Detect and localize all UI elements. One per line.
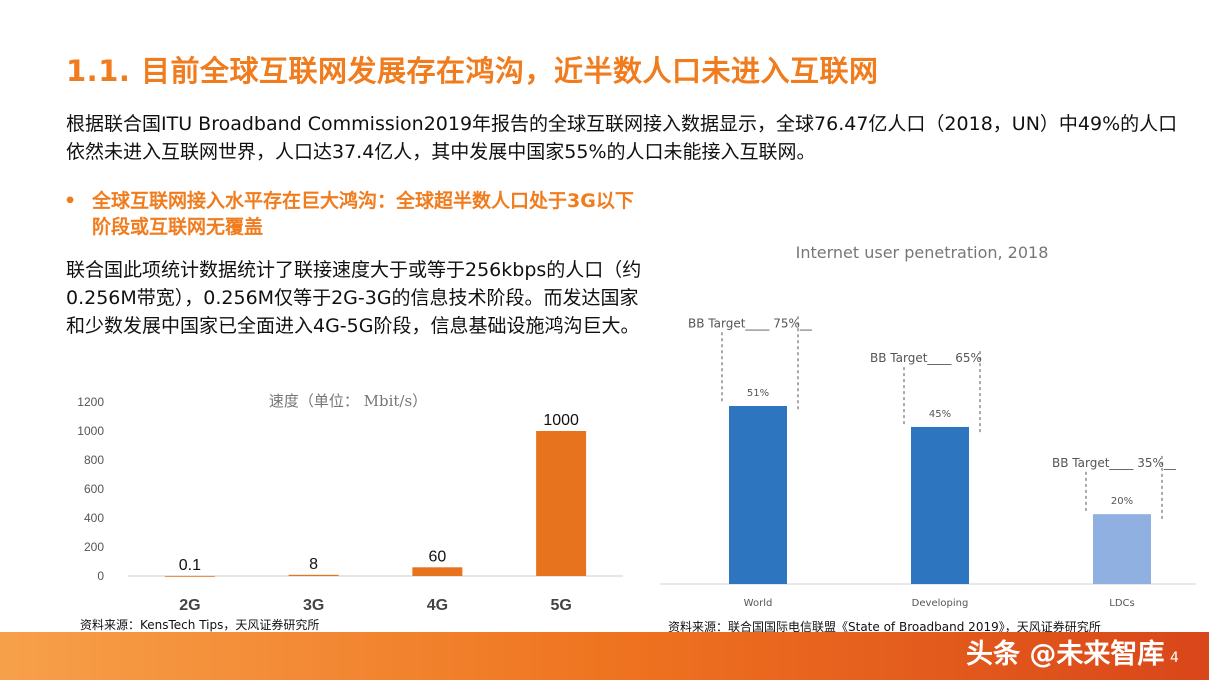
- y-tick-label: 200: [84, 540, 104, 554]
- body-paragraph: 联合国此项统计数据统计了联接速度大于或等于256kbps的人口（约0.256M带…: [66, 259, 642, 337]
- bar-world: [729, 406, 787, 584]
- y-tick-label: 600: [84, 482, 104, 496]
- footer-bar: [0, 632, 1209, 680]
- y-tick-label: 0: [97, 569, 104, 583]
- x-tick-label: LDCs: [1109, 598, 1134, 609]
- chart-title: Internet user penetration, 2018: [796, 243, 1049, 262]
- penetration-bar-chart: Internet user penetration, 2018 51% World B…: [660, 226, 1196, 610]
- data-label: 8: [309, 556, 318, 573]
- speed-bar-chart: 0 200 400 600 800 1000 1200 速度（单位： Mbit/s） 0.1 2G…: [77, 392, 623, 614]
- x-tick-label: Developing: [912, 598, 969, 609]
- x-tick-label: 5G: [550, 597, 571, 614]
- target-label: BB Target____ 75%__: [688, 316, 813, 330]
- y-tick-label: 1200: [77, 395, 104, 409]
- bar-5G: [536, 431, 587, 576]
- watermark: 头条 @未来智库: [966, 639, 1165, 670]
- data-label: 0.1: [179, 557, 201, 574]
- bar-4G: [412, 567, 463, 576]
- x-tick-label: 2G: [179, 597, 200, 614]
- bar-developing: [911, 426, 969, 584]
- y-tick-label: 1000: [77, 424, 104, 438]
- bar-3G: [288, 574, 339, 576]
- data-label: 51%: [747, 388, 769, 399]
- page-title: 1.1. 目前全球互联网发展存在鸿沟，近半数人口未进入互联网: [66, 54, 879, 88]
- target-label: BB Target____ 65%: [870, 351, 982, 365]
- x-tick-label: 4G: [427, 597, 448, 614]
- bar-ldcs: [1093, 514, 1151, 584]
- source-note-left: 资料来源：KensTech Tips，天风证券研究所: [80, 618, 320, 632]
- source-note-right: 资料来源：联合国国际电信联盟《State of Broadband 2019》，…: [668, 620, 1101, 634]
- bar-2G: [164, 575, 215, 577]
- x-tick-label: 3G: [303, 597, 324, 614]
- bullet-dot-icon: •: [64, 190, 77, 212]
- data-label: 60: [428, 548, 446, 565]
- bullet-heading: • 全球互联网接入水平存在巨大鸿沟：全球超半数人口处于3G以下阶段或互联网无覆盖: [60, 188, 650, 240]
- data-label: 1000: [543, 412, 579, 429]
- data-label: 45%: [929, 409, 951, 420]
- y-tick-label: 400: [84, 511, 104, 525]
- target-label: BB Target____ 35%__: [1052, 456, 1177, 470]
- bullet-text: 全球互联网接入水平存在巨大鸿沟：全球超半数人口处于3G以下阶段或互联网无覆盖: [92, 190, 634, 238]
- intro-text: 根据联合国ITU Broadband Commission2019年报告的全球互…: [66, 113, 1178, 163]
- x-tick-label: World: [744, 598, 773, 609]
- y-tick-label: 800: [84, 453, 104, 467]
- data-label: 20%: [1111, 496, 1133, 507]
- chart-title: 速度（单位： Mbit/s）: [269, 392, 427, 410]
- page-number: 4: [1170, 650, 1179, 666]
